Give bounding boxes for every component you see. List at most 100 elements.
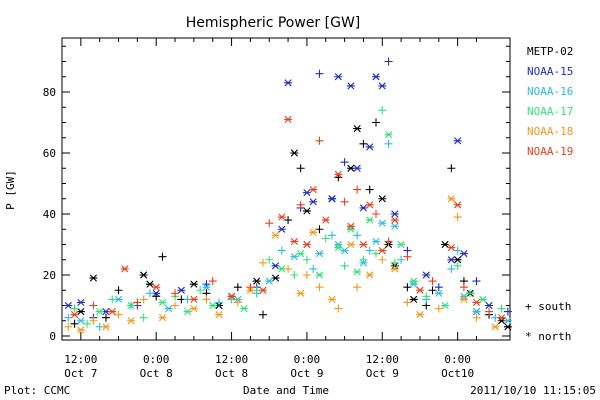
- data-point-north: [296, 250, 305, 258]
- data-point-north: [290, 253, 299, 261]
- data-point-south: [453, 261, 462, 270]
- data-point-north: [89, 274, 98, 282]
- data-point-south: [315, 283, 324, 292]
- data-point-south: [359, 255, 368, 264]
- data-point-south: [428, 286, 437, 295]
- data-point-north: [139, 271, 148, 279]
- data-point-north: [309, 228, 318, 236]
- data-point-south: [101, 313, 110, 322]
- data-point-south: [258, 258, 267, 267]
- data-point-south: [64, 313, 73, 322]
- data-point-south: [296, 164, 305, 173]
- data-point-north: [152, 283, 161, 291]
- data-point-north: [252, 277, 261, 285]
- data-point-south: [384, 139, 393, 148]
- x-tick-date-label: Oct 7: [64, 367, 97, 380]
- x-axis-label: Date and Time: [243, 384, 329, 397]
- data-point-south: [70, 319, 79, 328]
- legend-entry: NOAA-19: [527, 145, 573, 158]
- data-point-south: [340, 158, 349, 167]
- data-point-south: [453, 213, 462, 222]
- data-point-north: [265, 277, 274, 285]
- data-point-south: [384, 237, 393, 246]
- data-point-south: [208, 277, 217, 286]
- data-point-north: [101, 323, 110, 331]
- data-point-north: [258, 286, 267, 294]
- data-point-south: [365, 185, 374, 194]
- data-point-north: [453, 137, 462, 145]
- data-point-south: [503, 307, 512, 316]
- data-point-north: [397, 240, 406, 249]
- data-point-south: [372, 249, 380, 258]
- data-point-south: [309, 264, 318, 273]
- data-point-north: [441, 240, 450, 249]
- data-point-south: [397, 255, 406, 264]
- data-point-north: [346, 82, 355, 90]
- data-point-north: [183, 308, 192, 316]
- x-tick-label: 0:00: [444, 353, 471, 366]
- data-point-south: [315, 136, 324, 145]
- marker-legend-entry: + south: [525, 300, 571, 313]
- data-point-north: [290, 237, 299, 246]
- data-point-north: [346, 240, 355, 249]
- data-point-south: [139, 313, 148, 322]
- data-point-north: [346, 222, 355, 230]
- data-point-north: [353, 125, 362, 133]
- data-point-south: [390, 258, 399, 267]
- data-point-north: [309, 186, 318, 194]
- data-point-north: [321, 216, 330, 224]
- plot-frame: [61, 37, 511, 341]
- data-point-north: [447, 195, 456, 203]
- data-point-south: [258, 310, 267, 319]
- data-point-south: [284, 264, 293, 273]
- data-point-south: [485, 307, 494, 316]
- data-point-north: [177, 286, 186, 294]
- data-point-south: [265, 219, 274, 228]
- data-point-south: [284, 216, 293, 225]
- data-point-south: [497, 304, 506, 313]
- data-point-south: [302, 255, 311, 264]
- data-point-south: [353, 231, 362, 240]
- data-point-south: [353, 185, 362, 194]
- data-point-south: [447, 164, 456, 173]
- data-point-south: [296, 200, 305, 209]
- data-point-north: [390, 210, 399, 218]
- x-tick-date-label: Oct 9: [366, 367, 399, 380]
- data-point-north: [290, 149, 299, 157]
- data-point-north: [447, 243, 456, 252]
- data-point-north: [365, 143, 374, 151]
- plot-credit: Plot: CCMC: [4, 384, 70, 397]
- data-point-south: [321, 234, 330, 243]
- data-point-south: [233, 298, 242, 307]
- marker-legend-entry: * north: [525, 330, 571, 343]
- data-point-south: [83, 319, 92, 328]
- data-point-north: [372, 237, 380, 246]
- data-point-north: [189, 304, 198, 313]
- data-point-south: [472, 277, 481, 286]
- data-point-south: [340, 261, 349, 270]
- data-point-north: [390, 216, 399, 224]
- data-point-north: [378, 247, 387, 255]
- data-point-north: [240, 304, 249, 313]
- data-point-north: [76, 317, 85, 325]
- data-point-south: [315, 69, 324, 78]
- data-point-south: [215, 298, 223, 307]
- data-point-south: [422, 292, 431, 301]
- data-point-north: [478, 295, 487, 303]
- data-point-north: [453, 201, 462, 209]
- data-point-south: [459, 283, 468, 292]
- data-point-south: [196, 286, 205, 295]
- data-point-north: [485, 301, 494, 310]
- data-point-north: [390, 265, 399, 273]
- data-point-north: [164, 304, 173, 313]
- data-point-south: [353, 283, 362, 292]
- data-point-south: [277, 246, 286, 255]
- data-point-north: [328, 195, 337, 203]
- data-point-north: [390, 222, 399, 230]
- data-point-north: [459, 250, 468, 258]
- data-point-north: [296, 289, 305, 297]
- data-point-north: [372, 73, 380, 81]
- data-point-north: [127, 301, 136, 310]
- data-point-south: [89, 301, 98, 310]
